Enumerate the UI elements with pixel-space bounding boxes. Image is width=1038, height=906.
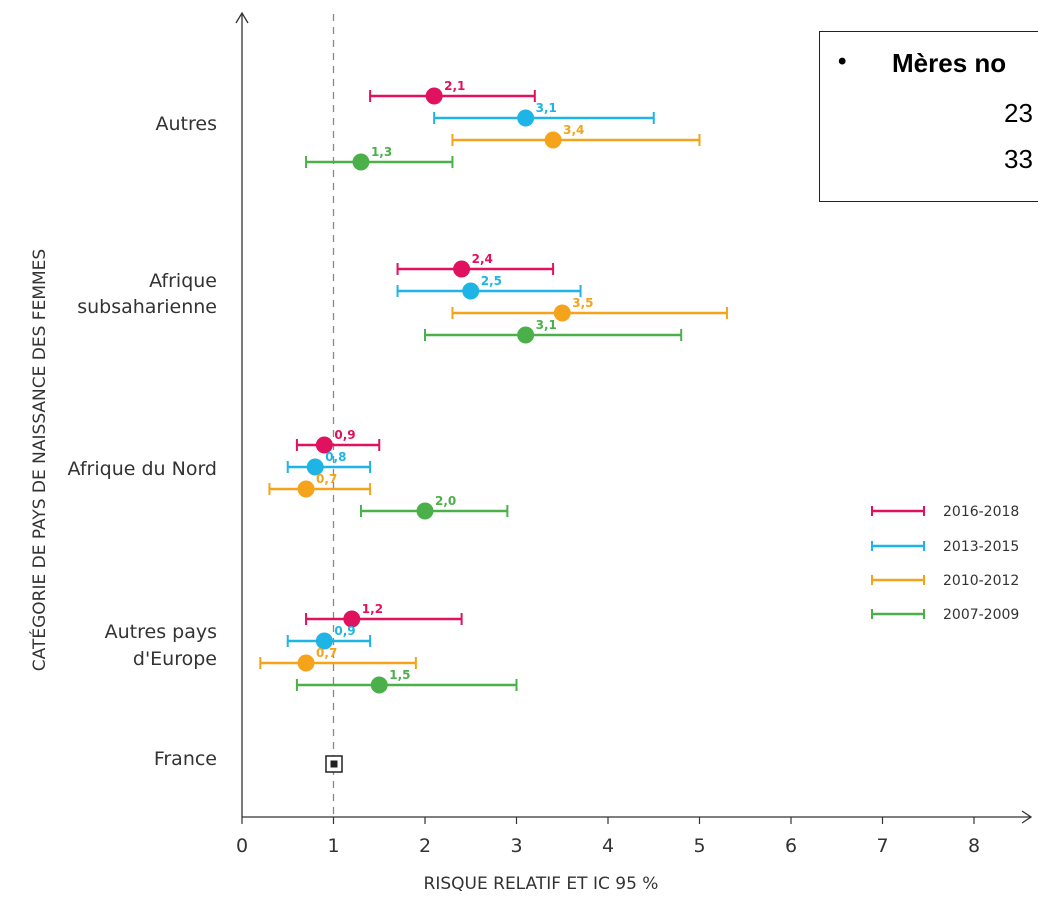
value-label: 2,5 [481, 274, 502, 288]
x-axis-title: RISQUE RELATIF ET IC 95 % [424, 874, 659, 894]
value-label: 0,8 [325, 450, 346, 464]
value-label: 3,1 [536, 101, 557, 115]
note-line-1: 23 [1004, 98, 1033, 128]
value-label: 0,7 [316, 472, 337, 486]
category-label: subsaharienne [77, 296, 217, 318]
x-tick-label: 8 [968, 835, 980, 857]
legend-label: 2016-2018 [943, 504, 1019, 520]
category-label: Afrique [149, 270, 217, 292]
x-tick-label: 0 [236, 835, 248, 857]
note-bullet: • [838, 48, 847, 75]
category-label: Afrique du Nord [68, 458, 217, 480]
point-marker [297, 480, 315, 498]
point-marker [315, 436, 333, 454]
value-label: 3,5 [572, 296, 593, 310]
point-marker [370, 676, 388, 694]
point-marker [553, 304, 571, 322]
note-box: • Mères no 23 33 [819, 31, 1038, 202]
point-marker [517, 326, 535, 344]
point-marker [416, 502, 434, 520]
value-label: 1,2 [362, 602, 383, 616]
x-tick-label: 6 [785, 835, 797, 857]
x-tick-label: 7 [876, 835, 888, 857]
reference-marker-inner [330, 760, 338, 768]
x-axis-arrow [1021, 810, 1033, 824]
point-marker [315, 632, 333, 650]
value-label: 0,7 [316, 646, 337, 660]
point-marker [352, 153, 370, 171]
value-label: 2,4 [472, 252, 493, 266]
note-title: Mères no [892, 48, 1007, 78]
point-marker [517, 109, 535, 127]
value-label: 2,0 [435, 494, 456, 508]
point-marker [544, 131, 562, 149]
value-label: 3,4 [563, 123, 584, 137]
point-marker [297, 654, 315, 672]
value-label: 2,1 [444, 79, 465, 93]
legend-label: 2007-2009 [943, 607, 1019, 623]
category-label: Autres pays [105, 621, 217, 643]
category-label: d'Europe [133, 648, 217, 670]
value-label: 1,5 [389, 668, 410, 682]
x-tick-label: 1 [327, 835, 339, 857]
value-label: 0,9 [334, 428, 355, 442]
point-marker [306, 458, 324, 476]
y-axis-title: CATÉGORIE DE PAYS DE NAISSANCE DES FEMME… [28, 249, 50, 671]
value-label: 3,1 [536, 318, 557, 332]
point-marker [462, 282, 480, 300]
point-marker [453, 260, 471, 278]
x-tick-label: 5 [693, 835, 705, 857]
x-tick-label: 2 [419, 835, 431, 857]
point-marker [425, 87, 443, 105]
value-label: 1,3 [371, 145, 392, 159]
note-line-2: 33 [1004, 144, 1033, 174]
x-tick-label: 4 [602, 835, 614, 857]
x-tick-label: 3 [510, 835, 522, 857]
point-marker [343, 610, 361, 628]
category-label: Autres [156, 113, 217, 135]
value-label: 0,9 [334, 624, 355, 638]
y-axis-arrow [235, 11, 249, 24]
legend-label: 2013-2015 [943, 539, 1019, 555]
legend-label: 2010-2012 [943, 573, 1019, 589]
category-label: France [154, 748, 217, 770]
